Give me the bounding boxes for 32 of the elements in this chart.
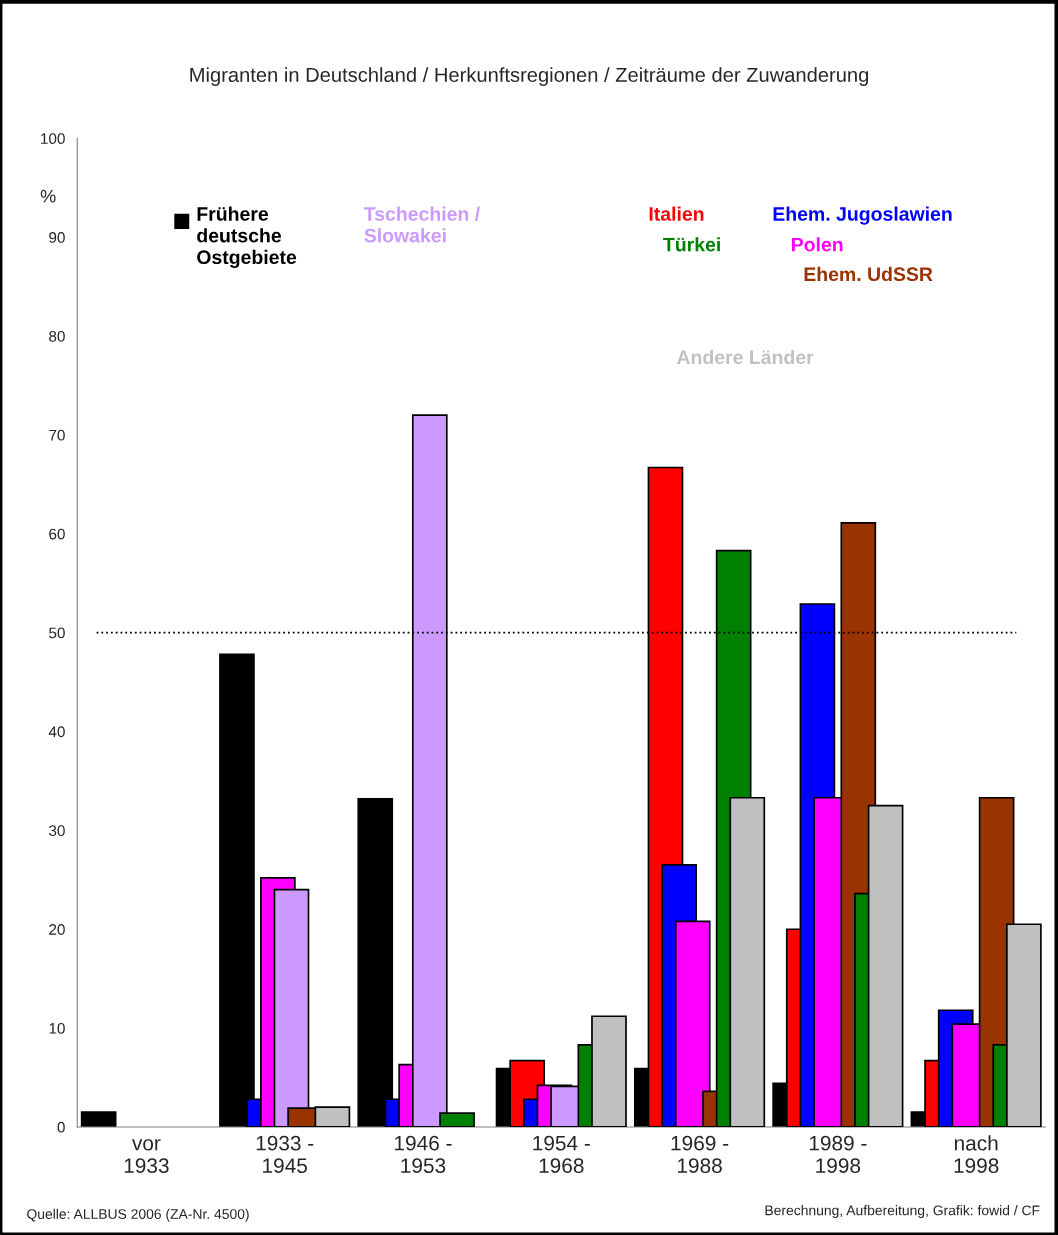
x-tick-label: 1989 - 1998 [809, 1135, 867, 1174]
text: Ehem. UdSSR [804, 266, 933, 282]
x-tick-label: nach 1998 [954, 1135, 999, 1174]
bar [80, 1111, 117, 1127]
y-tick-label: 80 [49, 330, 65, 342]
y-axis-title: % [40, 189, 56, 203]
text: Türkei [663, 237, 720, 252]
x-tick-label: 1933 - 1945 [256, 1135, 314, 1174]
x-tick-label: 1969 - 1988 [671, 1135, 729, 1174]
text: Tschechien / Slowakei [364, 206, 480, 243]
y-tick-label: 30 [49, 825, 65, 837]
bar [357, 797, 394, 1127]
text: Ehem. Jugoslawien [773, 206, 952, 225]
text: Andere Länder [676, 349, 814, 365]
text: Italien [649, 206, 704, 221]
chart-title: Migranten in Deutschland / Herkunftsregionen / Zeiträume der Zuwanderung [190, 67, 869, 86]
y-tick-label: 10 [49, 1022, 65, 1034]
y-tick-label: 100 [41, 133, 65, 145]
x-tick-label: 1946 - 1953 [395, 1135, 452, 1174]
y-tick-label: 90 [49, 232, 65, 243]
y-tick-label: 0 [57, 1121, 65, 1133]
text: Polen [792, 237, 843, 252]
y-tick-label: 60 [49, 528, 65, 540]
y-tick-label: 40 [48, 726, 65, 738]
y-tick-label: 50 [49, 627, 65, 639]
legend-label: Frühere deutsche Ostgebiete [197, 206, 297, 269]
x-tick-label: 1954 - 1968 [533, 1135, 590, 1174]
source-note: Quelle: ALLBUS 2006 (ZA-Nr. 4500) [27, 1208, 249, 1222]
x-tick-label: vor 1933 [124, 1139, 169, 1174]
text: Berechnung, Aufbereitung, Grafik: fowid / CF [765, 1205, 1040, 1219]
y-tick-label: 70 [49, 429, 65, 441]
y-tick-label: 20 [49, 924, 65, 935]
